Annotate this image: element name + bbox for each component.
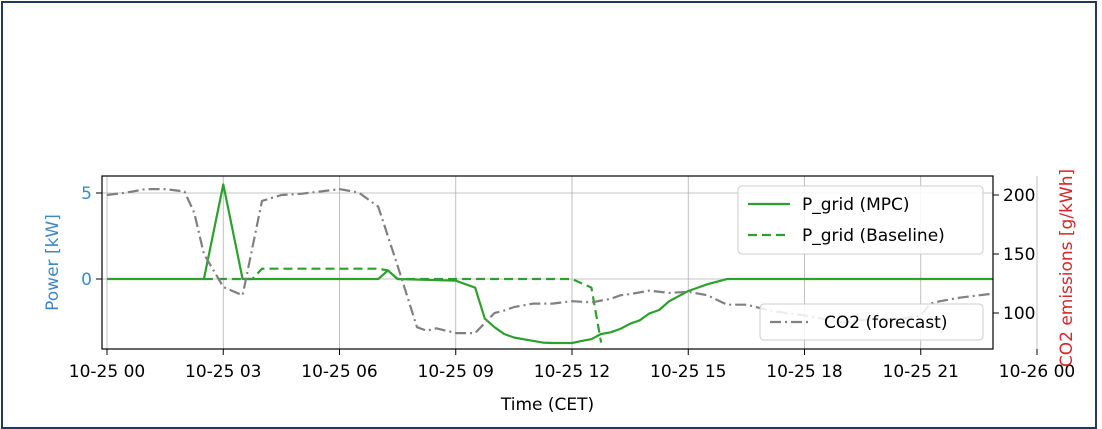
legend-power: P_grid (MPC) P_grid (Baseline) [737,185,984,255]
x-axis: 10-25 00 10-25 03 10-25 06 10-25 09 10-25 12… [69,349,1075,382]
x-tick-label: 10-25 03 [185,362,261,382]
x-tick-label: 10-25 15 [650,362,726,382]
x-tick-label: 10-25 18 [766,362,842,382]
x-tick-label: 10-25 00 [69,362,145,382]
x-tick-label: 10-25 21 [883,362,959,382]
x-tick-label: 10-26 00 [999,362,1075,382]
series-line-p-grid-baseline [203,267,603,343]
y-axis-right: 100 150 200 [993,186,1035,324]
y-left-tick-label: 0 [81,270,92,290]
legend-label-mpc: P_grid (MPC) [802,195,910,215]
y-right-tick-label: 100 [1003,304,1035,324]
series-line-p-grid-mpc [107,183,993,345]
x-tick-label: 10-25 06 [301,362,377,382]
y-right-tick-label: 150 [1003,245,1035,265]
legend-co2: CO2 (forecast) [759,303,984,341]
x-tick-label: 10-25 12 [534,362,610,382]
legend-box [737,185,984,255]
y-right-tick-label: 200 [1003,186,1035,206]
legend-label-baseline: P_grid (Baseline) [802,226,945,246]
y-axis-left-label: Power [kW] [43,214,63,311]
x-axis-label: Time (CET) [500,395,594,415]
legend-label-co2: CO2 (forecast) [824,313,947,333]
legend-box [759,303,984,341]
y-left-tick-label: 5 [81,184,92,204]
y-axis-left: 05 [81,184,102,290]
x-tick-label: 10-25 09 [418,362,494,382]
plot-area [101,175,994,350]
y-axis-right-label: CO2 emissions [g/kWh] [1057,169,1077,367]
